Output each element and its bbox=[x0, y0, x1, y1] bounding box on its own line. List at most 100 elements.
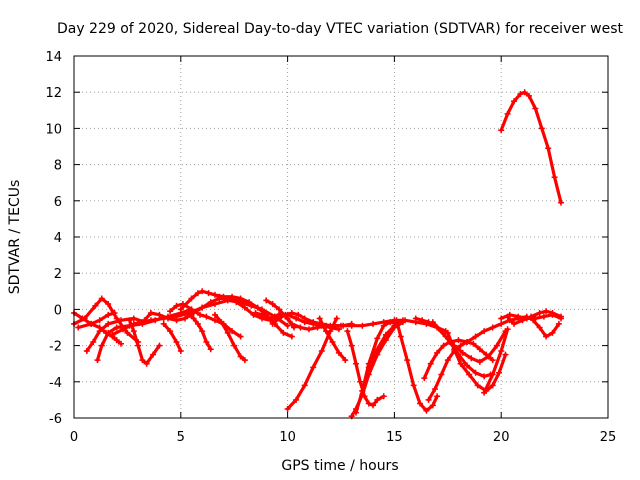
data-point bbox=[130, 328, 137, 335]
data-point bbox=[352, 360, 359, 367]
data-point bbox=[199, 328, 206, 335]
data-point bbox=[233, 299, 240, 306]
data-point bbox=[218, 319, 225, 326]
data-point bbox=[365, 360, 372, 367]
data-point bbox=[105, 329, 112, 336]
data-point bbox=[393, 317, 400, 324]
data-point bbox=[348, 322, 355, 329]
data-point bbox=[438, 371, 445, 378]
data-point bbox=[167, 308, 174, 315]
data-point bbox=[370, 402, 377, 409]
data-point bbox=[481, 328, 488, 335]
data-point bbox=[98, 342, 105, 349]
data-point bbox=[352, 409, 359, 416]
data-point bbox=[207, 346, 214, 353]
y-tick-label: 6 bbox=[54, 195, 62, 210]
data-point bbox=[504, 326, 511, 333]
data-point bbox=[205, 290, 212, 297]
data-point bbox=[147, 310, 154, 317]
data-point bbox=[335, 349, 342, 356]
data-point bbox=[105, 300, 112, 307]
data-point bbox=[382, 331, 389, 338]
data-point bbox=[519, 317, 526, 324]
data-point bbox=[246, 299, 253, 306]
data-point bbox=[173, 302, 180, 309]
data-point bbox=[536, 324, 543, 331]
data-point bbox=[141, 317, 148, 324]
data-point bbox=[113, 337, 120, 344]
data-point bbox=[135, 342, 142, 349]
data-point bbox=[525, 92, 532, 99]
data-point bbox=[438, 328, 445, 335]
data-point bbox=[207, 299, 214, 306]
data-point bbox=[90, 338, 97, 345]
data-point bbox=[203, 338, 210, 345]
data-point bbox=[92, 302, 99, 309]
data-point bbox=[549, 329, 556, 336]
data-point bbox=[98, 295, 105, 302]
data-point bbox=[481, 389, 488, 396]
data-point bbox=[466, 371, 473, 378]
data-point bbox=[323, 328, 330, 335]
data-point bbox=[224, 295, 231, 302]
data-point bbox=[476, 346, 483, 353]
axis-ticks: 0 5 10 15 20 25 -6 -4 -2 0 2 4 6 8 10 12 14 bbox=[45, 50, 616, 445]
data-point bbox=[521, 89, 528, 96]
data-point bbox=[504, 110, 511, 117]
data-point bbox=[199, 304, 206, 311]
data-point bbox=[338, 322, 344, 329]
data-point bbox=[498, 348, 505, 355]
x-tick-label: 25 bbox=[600, 430, 617, 445]
data-point bbox=[265, 315, 272, 322]
series-sat-a bbox=[72, 296, 140, 344]
data-point bbox=[555, 320, 562, 327]
data-point bbox=[297, 324, 304, 331]
data-point bbox=[538, 125, 545, 132]
data-point bbox=[517, 91, 524, 98]
data-point bbox=[126, 317, 133, 324]
data-point bbox=[440, 342, 447, 349]
data-series-layer bbox=[71, 89, 565, 420]
data-point bbox=[558, 199, 565, 206]
data-point bbox=[258, 311, 265, 318]
data-point bbox=[515, 313, 522, 320]
data-point bbox=[88, 320, 95, 327]
data-point bbox=[284, 322, 291, 329]
series-sat-l bbox=[187, 313, 213, 351]
data-point bbox=[498, 127, 505, 134]
data-point bbox=[387, 319, 394, 326]
x-tick-label: 15 bbox=[386, 430, 403, 445]
data-point bbox=[421, 375, 428, 382]
data-point bbox=[288, 320, 295, 327]
data-point bbox=[75, 324, 82, 331]
grid bbox=[74, 56, 608, 418]
data-point bbox=[301, 382, 308, 389]
x-tick-label: 20 bbox=[493, 430, 510, 445]
data-point bbox=[130, 315, 137, 322]
data-point bbox=[156, 311, 163, 318]
data-point bbox=[498, 320, 505, 327]
data-point bbox=[380, 322, 387, 329]
data-point bbox=[419, 317, 426, 324]
data-point bbox=[269, 300, 276, 307]
data-point bbox=[417, 400, 424, 407]
data-point bbox=[147, 317, 154, 324]
data-point bbox=[150, 351, 157, 358]
data-point bbox=[105, 320, 112, 327]
data-point bbox=[481, 373, 488, 380]
data-point bbox=[96, 317, 103, 324]
series-sat-x bbox=[394, 318, 439, 413]
y-tick-label: 14 bbox=[45, 50, 62, 65]
data-point bbox=[139, 357, 146, 364]
data-point bbox=[457, 360, 464, 367]
data-point bbox=[370, 320, 377, 327]
data-point bbox=[96, 328, 103, 335]
x-axis-label: GPS time / hours bbox=[281, 458, 398, 474]
data-point bbox=[489, 371, 496, 378]
data-point bbox=[361, 393, 368, 400]
data-point bbox=[511, 98, 518, 105]
data-point bbox=[293, 315, 300, 322]
data-point bbox=[342, 357, 349, 364]
data-point bbox=[489, 382, 496, 389]
data-point bbox=[530, 317, 537, 324]
